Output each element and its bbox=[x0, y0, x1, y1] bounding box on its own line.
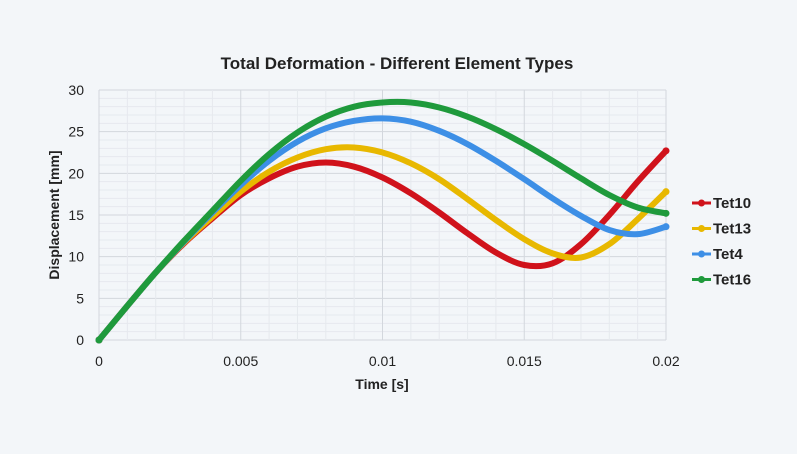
legend-label-tet10: Tet10 bbox=[713, 195, 751, 212]
y-axis: 0 5 10 15 20 25 30 bbox=[68, 82, 84, 348]
x-axis: 0 0.005 0.01 0.015 0.02 bbox=[95, 353, 680, 369]
y-tick-label: 15 bbox=[68, 207, 84, 223]
x-tick-label: 0 bbox=[95, 353, 103, 369]
series-end-marker-tet13 bbox=[662, 188, 670, 196]
series-lines bbox=[95, 98, 670, 344]
legend-marker-tet16 bbox=[698, 276, 705, 283]
legend-label-tet13: Tet13 bbox=[713, 221, 751, 238]
y-tick-label: 20 bbox=[68, 165, 84, 181]
series-line-tet16 bbox=[96, 98, 669, 343]
y-tick-label: 10 bbox=[68, 249, 84, 265]
legend: Tet10 Tet13 Tet4 Tet16 bbox=[692, 195, 751, 289]
x-axis-label: Time [s] bbox=[355, 376, 408, 392]
x-tick-label: 0.02 bbox=[652, 353, 679, 369]
series-end-marker-tet10 bbox=[662, 147, 670, 155]
y-axis-label: Displacement [mm] bbox=[46, 150, 62, 279]
legend-label-tet4: Tet4 bbox=[713, 246, 743, 263]
grid bbox=[98, 89, 667, 341]
x-tick-label: 0.005 bbox=[223, 353, 258, 369]
legend-marker-tet4 bbox=[698, 250, 705, 258]
y-tick-label: 5 bbox=[76, 290, 84, 306]
series-end-marker-tet16 bbox=[662, 209, 670, 217]
chart-title: Total Deformation - Different Element Ty… bbox=[221, 54, 574, 73]
x-tick-label: 0.01 bbox=[369, 353, 396, 369]
legend-label-tet16: Tet16 bbox=[713, 272, 751, 289]
y-tick-label: 0 bbox=[76, 332, 84, 348]
series-end-marker-tet4 bbox=[662, 223, 670, 231]
legend-marker-tet13 bbox=[698, 225, 705, 232]
legend-marker-tet10 bbox=[698, 199, 705, 207]
y-tick-label: 25 bbox=[68, 124, 84, 140]
x-tick-label: 0.015 bbox=[507, 353, 542, 369]
series-start-marker-tet16 bbox=[95, 336, 103, 344]
y-tick-label: 30 bbox=[68, 82, 84, 98]
